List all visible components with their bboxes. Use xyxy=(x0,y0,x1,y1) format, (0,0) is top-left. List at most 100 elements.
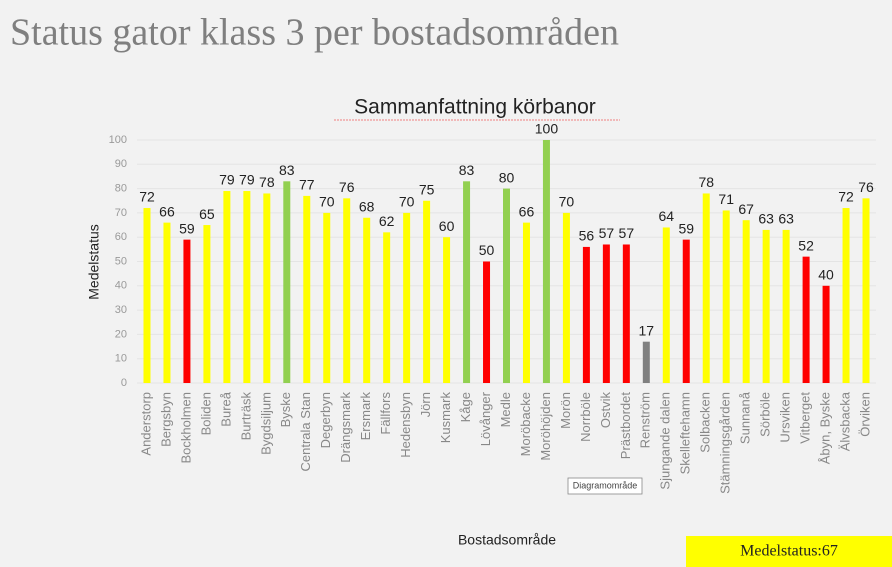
data-label: 75 xyxy=(419,181,435,197)
bar xyxy=(702,193,710,383)
summary-box xyxy=(686,536,892,567)
bar xyxy=(223,191,231,383)
y-tick-label: 60 xyxy=(115,231,127,243)
data-label: 78 xyxy=(259,174,275,190)
data-label: 64 xyxy=(658,208,674,224)
bar xyxy=(562,212,570,383)
data-label: 76 xyxy=(858,179,874,195)
x-tick-label: Stämningsgården xyxy=(718,392,733,494)
x-tick-label: Skelleftehamn xyxy=(678,392,693,474)
data-label: 56 xyxy=(579,228,595,244)
x-tick-label: Hedensbyn xyxy=(398,392,413,458)
page-title: Status gator klass 3 per bostadsområden xyxy=(10,12,619,54)
x-tick-label: Sörböle xyxy=(758,392,773,437)
data-label: 71 xyxy=(718,191,734,207)
bar xyxy=(522,222,530,383)
bar xyxy=(403,212,411,383)
x-tick-label: Kåge xyxy=(458,392,473,422)
data-label: 59 xyxy=(678,220,694,236)
data-label: 70 xyxy=(399,194,415,210)
data-label: 79 xyxy=(239,172,255,188)
data-label: 63 xyxy=(778,211,794,227)
y-tick-label: 40 xyxy=(115,280,127,292)
bar xyxy=(862,198,870,383)
bar xyxy=(383,232,391,383)
bar xyxy=(582,246,590,383)
data-label: 66 xyxy=(519,203,535,219)
data-label: 70 xyxy=(559,194,575,210)
x-tick-label: Vitberget xyxy=(798,392,813,444)
x-tick-label: Bygdsiljum xyxy=(258,392,273,455)
y-tick-label: 100 xyxy=(109,134,127,146)
data-label: 40 xyxy=(818,267,834,283)
tooltip-text: Diagramområde xyxy=(573,480,638,490)
data-label: 17 xyxy=(639,322,655,338)
x-tick-label: Boliden xyxy=(198,392,213,435)
bar xyxy=(762,229,770,383)
data-label: 80 xyxy=(499,169,515,185)
data-label: 52 xyxy=(798,237,814,253)
bar xyxy=(243,191,251,383)
x-tick-label: Renström xyxy=(638,392,653,448)
bar xyxy=(602,244,610,383)
chart-title: Sammanfattning körbanor xyxy=(354,96,596,119)
y-tick-label: 80 xyxy=(115,183,127,195)
data-label: 79 xyxy=(219,172,235,188)
data-label: 59 xyxy=(179,220,195,236)
x-tick-label: Bockholmen xyxy=(178,392,193,464)
data-label: 66 xyxy=(159,203,175,219)
data-label: 50 xyxy=(479,242,495,258)
bar xyxy=(622,244,630,383)
x-tick-label: Ostvik xyxy=(598,392,613,429)
x-tick-label: Medle xyxy=(498,392,513,427)
bar xyxy=(542,140,550,383)
x-tick-label: Centrala Stan xyxy=(298,392,313,472)
bar xyxy=(263,193,271,383)
y-tick-label: 30 xyxy=(115,304,127,316)
data-label: 68 xyxy=(359,198,375,214)
bar xyxy=(842,208,850,383)
data-label: 83 xyxy=(279,162,295,178)
bar xyxy=(323,212,331,383)
x-tick-label: Bureå xyxy=(218,391,233,426)
data-label: 62 xyxy=(379,213,395,229)
data-label: 76 xyxy=(339,179,355,195)
bar xyxy=(183,239,191,383)
x-axis-title: Bostadsområde xyxy=(458,532,556,548)
x-tick-label: Byske xyxy=(278,392,293,427)
bar xyxy=(662,227,670,383)
x-tick-label: Prästbordet xyxy=(618,392,633,460)
bar xyxy=(203,225,211,383)
data-label: 100 xyxy=(535,121,559,137)
x-tick-label: Solbacken xyxy=(698,392,713,453)
x-tick-label: Drängsmark xyxy=(338,392,353,463)
x-tick-label: Örviken xyxy=(857,392,872,437)
bar xyxy=(642,341,650,383)
bar xyxy=(343,198,351,383)
data-label: 78 xyxy=(698,174,714,190)
bar xyxy=(742,220,750,383)
bar xyxy=(782,229,790,383)
x-tick-label: Kusmark xyxy=(438,392,453,444)
x-tick-label: Ursviken xyxy=(778,392,793,443)
x-tick-label: Ersmark xyxy=(358,392,373,441)
x-tick-label: Norrböle xyxy=(578,392,593,442)
bar xyxy=(303,195,311,383)
y-tick-label: 0 xyxy=(121,377,127,389)
x-tick-label: Jörn xyxy=(418,392,433,417)
data-label: 60 xyxy=(439,218,455,234)
bar xyxy=(822,285,830,383)
x-tick-label: Sjungande dalen xyxy=(658,392,673,490)
x-tick-label: Åbyn, Byske xyxy=(818,392,833,464)
plot: 0 10 20 30 40 50 60 70 80 90 100 Anderstorp 72 Bergsb… xyxy=(109,121,876,494)
summary-text: Medelstatus:67 xyxy=(740,543,838,560)
x-tick-label: Moröbacke xyxy=(518,392,533,456)
x-tick-label: Sunnanå xyxy=(738,391,753,444)
bar xyxy=(363,217,371,383)
tooltip-box xyxy=(567,477,643,495)
data-label: 57 xyxy=(599,225,615,241)
data-label: 65 xyxy=(199,206,215,222)
x-tick-label: Lövånger xyxy=(478,391,493,446)
y-tick-label: 10 xyxy=(115,353,127,365)
